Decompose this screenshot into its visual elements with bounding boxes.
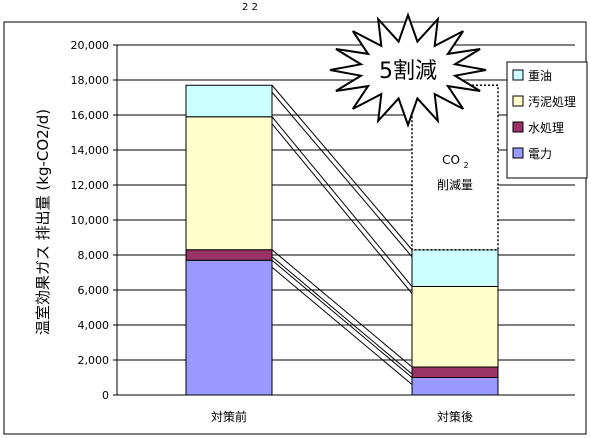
legend-swatch	[512, 95, 524, 107]
bar-segment-重油	[411, 249, 499, 287]
bar-segment-水処理	[411, 366, 499, 378]
y-tick-label: 6,000	[78, 284, 110, 297]
connector-line	[271, 123, 413, 294]
connector-lines	[271, 84, 413, 385]
reduction-label-subscript: 2	[463, 161, 468, 170]
top-caption: 2 2	[242, 2, 258, 13]
bar-segment-電力	[411, 377, 499, 396]
bar-segment-重油	[185, 84, 273, 118]
reduction-box-outline	[411, 84, 499, 251]
legend-swatch	[512, 121, 524, 133]
y-axis-title: 温室効果ガス 排出量 (kg-CO2/d)	[34, 109, 52, 335]
connector-line	[271, 266, 413, 385]
annotation-text: 5割減	[379, 59, 437, 84]
legend-label: 電力	[528, 147, 552, 161]
bars	[185, 84, 499, 396]
y-tick-label: 12,000	[71, 179, 110, 192]
y-tick-label: 4,000	[78, 319, 110, 332]
y-tick-label: 2,000	[78, 354, 110, 367]
legend-label: 重油	[528, 69, 552, 83]
x-axis-labels: 対策前 対策後	[211, 409, 473, 424]
y-tick-label: 8,000	[78, 249, 110, 262]
connector-line	[271, 91, 413, 258]
x-tick-label: 対策前	[211, 409, 247, 424]
reduction-box: CO 2 削減量	[411, 84, 499, 251]
legend-label: 汚泥処理	[528, 95, 576, 109]
connector-line	[271, 84, 413, 251]
legend-frame	[506, 61, 588, 179]
reduction-label-co: CO	[442, 153, 460, 167]
bar-segment-水処理	[185, 249, 273, 261]
burst-shape	[329, 11, 487, 129]
legend-swatch	[512, 69, 524, 81]
y-tick-label: 18,000	[71, 74, 110, 87]
y-tick-label: 10,000	[71, 214, 110, 227]
bar-segment-汚泥処理	[185, 116, 273, 251]
legend-label: 水処理	[528, 121, 564, 135]
connector-line	[271, 116, 413, 287]
annotation-burst: 5割減	[329, 11, 487, 129]
reduction-label-line2: 削減量	[437, 177, 473, 192]
y-axis-ticks: 0 2,000 4,000 6,000 8,000 10,000 12,000 14,000 1…	[71, 39, 117, 402]
y-tick-label: 16,000	[71, 109, 110, 122]
connector-line	[271, 256, 413, 375]
legend-swatch	[512, 147, 524, 159]
connector-line	[271, 259, 413, 378]
y-tick-label: 14,000	[71, 144, 110, 157]
bar-segment-電力	[185, 259, 273, 396]
y-tick-label: 20,000	[71, 39, 110, 52]
connector-line	[271, 249, 413, 368]
y-tick-label: 0	[102, 389, 109, 402]
x-tick-label: 対策後	[437, 410, 473, 424]
bar-segment-汚泥処理	[411, 286, 499, 368]
